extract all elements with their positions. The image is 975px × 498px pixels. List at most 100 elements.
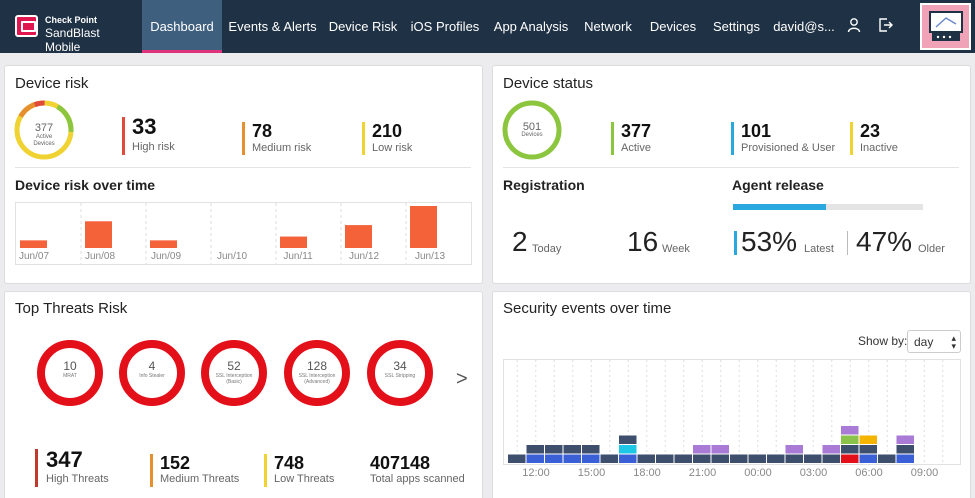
event-bar-segment[interactable] xyxy=(841,435,859,445)
event-bar-segment[interactable] xyxy=(619,454,637,464)
event-bar-segment[interactable] xyxy=(619,435,637,445)
event-bar-segment[interactable] xyxy=(637,454,656,464)
stat-low-threats[interactable]: 748 Low Threats xyxy=(264,453,354,489)
nav-devices[interactable]: Devices xyxy=(649,19,697,34)
event-bar-segment[interactable] xyxy=(785,454,804,464)
security-events-chart xyxy=(503,359,961,465)
event-bar-segment[interactable] xyxy=(656,454,674,464)
event-bar-segment[interactable] xyxy=(822,445,841,454)
stat-high-risk[interactable]: 33 High risk xyxy=(122,114,212,157)
nav-ios-profiles[interactable]: iOS Profiles xyxy=(410,19,480,34)
user-icon[interactable] xyxy=(846,17,864,35)
medium-threats-bar xyxy=(150,454,153,487)
event-bar-segment[interactable] xyxy=(619,445,637,454)
low-threats-bar xyxy=(264,454,267,487)
threat-ring-ssl-stripping[interactable]: 34 SSL Stripping xyxy=(367,340,433,406)
active-label: Active xyxy=(621,142,651,154)
risk-bar[interactable] xyxy=(280,236,307,248)
threat-ring-mrat[interactable]: 10 MRAT xyxy=(37,340,103,406)
event-bar-segment[interactable] xyxy=(859,435,878,445)
logo-company: Check Point xyxy=(45,15,98,25)
threat-ring-ssl-basic[interactable]: 52 SSL Interception (Basic) xyxy=(201,340,267,406)
low-risk-bar xyxy=(362,122,365,155)
stat-active[interactable]: 377 Active xyxy=(611,121,711,158)
medium-risk-value: 78 xyxy=(252,121,273,141)
risk-bar[interactable] xyxy=(410,206,437,248)
stat-medium-risk[interactable]: 78 Medium risk xyxy=(242,121,342,158)
threat-mrat-value: 10 xyxy=(63,359,77,373)
event-bar-segment[interactable] xyxy=(545,454,563,464)
nav-events-alerts[interactable]: Events & Alerts xyxy=(228,19,317,34)
registration-today-label: Today xyxy=(532,243,562,255)
event-x-tick: 09:00 xyxy=(910,467,939,479)
event-bar-segment[interactable] xyxy=(841,445,859,454)
event-bar-segment[interactable] xyxy=(841,454,859,464)
event-bar-segment[interactable] xyxy=(785,445,804,454)
risk-bar[interactable] xyxy=(345,225,372,248)
event-bar-segment[interactable] xyxy=(822,454,841,464)
nav-dashboard[interactable]: Dashboard xyxy=(142,0,222,53)
top-threats-title: Top Threats Risk xyxy=(15,300,128,317)
event-bar-segment[interactable] xyxy=(896,454,915,464)
event-bar-segment[interactable] xyxy=(526,445,545,454)
risk-bar[interactable] xyxy=(150,240,177,248)
event-bar-segment[interactable] xyxy=(859,445,878,454)
threat-ring-ssl-advanced[interactable]: 128 SSL Interception (Advanced) xyxy=(284,340,350,406)
event-bar-segment[interactable] xyxy=(748,454,767,464)
event-bar-segment[interactable] xyxy=(896,445,915,454)
risk-bar[interactable] xyxy=(85,221,112,248)
stat-high-threats[interactable]: 347 High Threats xyxy=(35,447,135,489)
threat-ring-info-stealer[interactable]: 4 Info Stealer xyxy=(119,340,185,406)
event-bar-segment[interactable] xyxy=(804,454,822,464)
stat-inactive[interactable]: 23 Inactive xyxy=(850,121,950,158)
event-bar-segment[interactable] xyxy=(896,435,915,445)
event-bar-segment[interactable] xyxy=(600,454,619,464)
logout-icon[interactable] xyxy=(878,17,896,35)
stat-total-apps[interactable]: 407148 Total apps scanned xyxy=(360,453,475,489)
next-threats-arrow[interactable]: > xyxy=(456,368,468,390)
event-bar-segment[interactable] xyxy=(563,445,582,454)
event-bar-segment[interactable] xyxy=(693,454,711,464)
event-bar-segment[interactable] xyxy=(545,445,563,454)
event-bar-segment[interactable] xyxy=(859,454,878,464)
event-bar-segment[interactable] xyxy=(767,454,785,464)
nav-device-risk[interactable]: Device Risk xyxy=(328,19,398,34)
event-x-tick: 12:00 xyxy=(522,467,550,479)
high-risk-label: High risk xyxy=(132,141,175,153)
device-risk-divider xyxy=(15,167,471,168)
stat-low-risk[interactable]: 210 Low risk xyxy=(362,121,462,158)
event-bar-segment[interactable] xyxy=(841,426,859,435)
threat-ssl-stripping-label: SSL Stripping xyxy=(384,373,416,379)
threat-ssl-stripping-value: 34 xyxy=(393,359,407,373)
nav-network[interactable]: Network xyxy=(584,19,632,34)
checkpoint-logo[interactable]: Check Point SandBlast Mobile xyxy=(12,10,137,54)
nav-settings[interactable]: Settings xyxy=(713,19,760,34)
risk-bar[interactable] xyxy=(20,240,47,248)
nav-app-analysis[interactable]: App Analysis xyxy=(493,19,569,34)
event-bar-segment[interactable] xyxy=(526,454,545,464)
event-bar-segment[interactable] xyxy=(878,454,896,464)
registration-week-value: 16 xyxy=(627,226,659,257)
event-bar-segment[interactable] xyxy=(582,445,600,454)
event-bar-segment[interactable] xyxy=(582,454,600,464)
high-risk-bar xyxy=(122,117,125,155)
show-by-select[interactable]: day ▴ ▾ xyxy=(907,330,961,353)
agent-latest-label: Latest xyxy=(804,243,834,255)
total-apps-value: 407148 xyxy=(370,453,431,473)
event-bar-segment[interactable] xyxy=(693,445,711,454)
device-status-donut-value: 501 xyxy=(522,121,542,133)
event-bar-segment[interactable] xyxy=(711,454,730,464)
stat-medium-threats[interactable]: 152 Medium Threats xyxy=(150,453,260,489)
event-bar-segment[interactable] xyxy=(508,454,526,464)
event-bar-segment[interactable] xyxy=(563,454,582,464)
medium-threats-value: 152 xyxy=(160,453,191,473)
low-risk-value: 210 xyxy=(372,121,403,141)
threat-info-stealer-value: 4 xyxy=(148,359,156,373)
nav-user[interactable]: david@s... xyxy=(773,19,835,34)
device-status-divider xyxy=(503,167,959,168)
avatar[interactable] xyxy=(920,3,971,50)
stat-provisioned[interactable]: 101 Provisioned & User xyxy=(731,121,846,158)
event-bar-segment[interactable] xyxy=(711,445,730,454)
event-bar-segment[interactable] xyxy=(674,454,693,464)
event-bar-segment[interactable] xyxy=(730,454,748,464)
